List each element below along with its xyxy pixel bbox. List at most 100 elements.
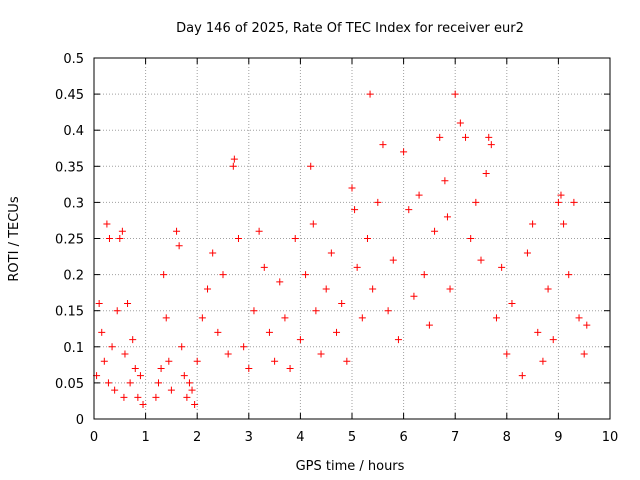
- data-point-marker: [333, 328, 341, 336]
- data-point-marker: [400, 148, 408, 156]
- data-point-marker: [291, 235, 299, 242]
- data-point-marker: [167, 386, 175, 394]
- y-tick-label: 0.5: [63, 52, 84, 67]
- data-point-marker: [498, 263, 506, 271]
- data-point-marker: [487, 141, 495, 149]
- data-point-marker: [245, 364, 253, 372]
- data-point-marker: [126, 379, 134, 387]
- data-point-marker: [312, 307, 320, 315]
- data-point-marker: [108, 343, 116, 351]
- data-point-marker: [162, 314, 170, 322]
- data-point-marker: [405, 206, 413, 214]
- x-tick-label: 10: [602, 430, 619, 445]
- data-point-marker: [549, 336, 557, 344]
- data-point-marker: [185, 379, 193, 387]
- data-point-marker: [250, 307, 258, 315]
- data-point-marker: [338, 299, 346, 307]
- data-point-marker: [180, 372, 188, 380]
- x-tick-label: 6: [399, 430, 407, 445]
- data-point-marker: [575, 314, 583, 322]
- data-point-marker: [224, 350, 232, 358]
- data-point-marker: [467, 235, 475, 242]
- y-tick-label: 0.35: [55, 160, 84, 175]
- data-point-marker: [379, 141, 387, 149]
- data-point-marker: [415, 191, 423, 199]
- data-point-marker: [353, 263, 361, 271]
- y-tick-label: 0: [76, 413, 84, 428]
- data-point-marker: [348, 184, 356, 192]
- x-axis-label: GPS time / hours: [296, 459, 405, 474]
- data-point-marker: [351, 206, 359, 214]
- x-tick-label: 2: [193, 430, 201, 445]
- data-point-marker: [104, 379, 112, 387]
- data-point-marker: [193, 357, 201, 365]
- data-point-marker: [580, 350, 588, 358]
- data-point-marker: [363, 235, 371, 242]
- data-point-marker: [529, 220, 537, 228]
- data-point-marker: [462, 133, 470, 141]
- data-point-marker: [111, 386, 119, 394]
- x-tick-label: 4: [296, 430, 304, 445]
- data-point-marker: [204, 285, 212, 293]
- data-point-marker: [255, 227, 263, 235]
- data-point-marker: [296, 336, 304, 344]
- data-point-marker: [173, 227, 181, 235]
- data-point-marker: [560, 220, 568, 228]
- data-point-marker: [209, 249, 217, 257]
- data-point-marker: [183, 393, 191, 401]
- data-point-marker: [191, 401, 199, 409]
- data-point-marker: [98, 328, 106, 336]
- data-point-marker: [456, 119, 464, 127]
- x-tick-label: 8: [503, 430, 511, 445]
- y-tick-label: 0.05: [55, 377, 84, 392]
- data-point-marker: [105, 235, 113, 242]
- data-point-marker: [565, 271, 573, 279]
- data-point-marker: [436, 133, 444, 141]
- data-point-marker: [503, 350, 511, 358]
- y-tick-label: 0.25: [55, 233, 84, 248]
- data-point-marker: [155, 379, 162, 387]
- data-point-marker: [410, 292, 418, 300]
- x-tick-label: 9: [554, 430, 562, 445]
- data-point-marker: [544, 285, 552, 293]
- data-point-marker: [234, 235, 242, 242]
- data-point-marker: [124, 299, 132, 307]
- data-point-marker: [307, 162, 315, 170]
- data-point-marker: [188, 386, 196, 394]
- data-point-marker: [95, 299, 103, 307]
- data-point-marker: [374, 198, 382, 206]
- data-point-marker: [160, 271, 168, 279]
- chart-title: Day 146 of 2025, Rate Of TEC Index for r…: [176, 21, 524, 36]
- data-point-marker: [260, 263, 268, 271]
- data-point-marker: [446, 285, 454, 293]
- data-point-marker: [394, 336, 402, 344]
- data-point-marker: [120, 393, 128, 401]
- x-tick-label: 3: [245, 430, 253, 445]
- data-point-marker: [286, 364, 294, 372]
- data-point-marker: [271, 357, 279, 365]
- data-points: [93, 90, 591, 409]
- data-point-marker: [134, 393, 142, 401]
- x-tick-label: 0: [90, 430, 98, 445]
- data-point-marker: [136, 372, 144, 380]
- y-tick-label: 0.4: [63, 124, 84, 139]
- y-axis-label: ROTI / TECUs: [7, 196, 22, 281]
- data-point-marker: [583, 321, 591, 329]
- data-point-marker: [178, 343, 186, 351]
- data-point-marker: [157, 364, 165, 372]
- data-point-marker: [214, 328, 222, 336]
- data-point-marker: [443, 213, 451, 221]
- data-point-marker: [103, 220, 111, 228]
- x-tick-label: 7: [451, 430, 459, 445]
- y-tick-label: 0.3: [63, 196, 84, 211]
- data-point-marker: [557, 191, 565, 199]
- data-point-marker: [302, 271, 310, 279]
- data-point-marker: [129, 336, 137, 344]
- data-point-marker: [118, 227, 126, 235]
- x-tick-labels: 0 1 2 3 4 5 6 7 8 9 10: [90, 430, 618, 445]
- data-point-marker: [508, 299, 516, 307]
- x-tick-label: 1: [141, 430, 149, 445]
- data-point-marker: [198, 314, 206, 322]
- data-point-marker: [485, 133, 493, 141]
